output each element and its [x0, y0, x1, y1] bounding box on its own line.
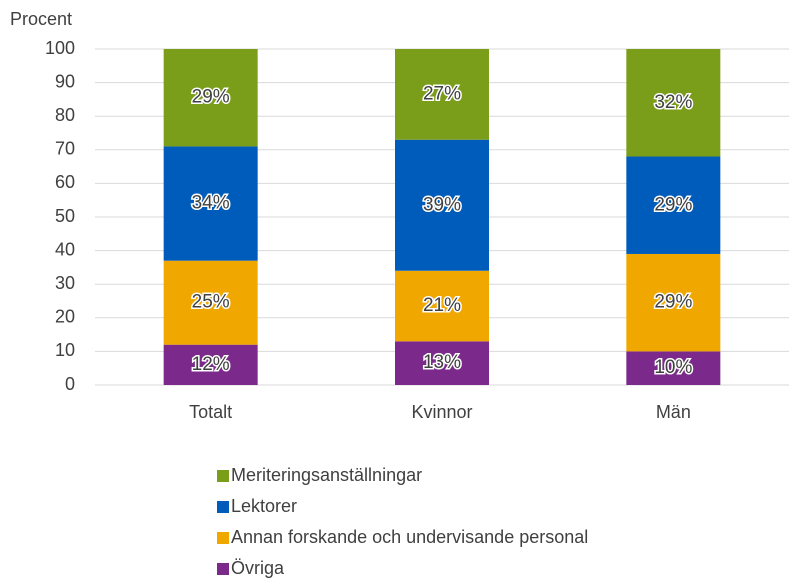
y-tick-label: 40 — [55, 239, 75, 259]
y-tick-label: 20 — [55, 307, 75, 327]
bar-segment — [626, 253, 721, 352]
data-label: 13% — [423, 352, 461, 373]
y-tick-label: 0 — [65, 374, 75, 394]
data-label: 29% — [654, 292, 692, 313]
y-tick-label: 10 — [55, 340, 75, 360]
y-tick-label: 50 — [55, 206, 75, 226]
data-label: 25% — [192, 292, 230, 313]
x-tick-label: Män — [656, 402, 691, 422]
y-tick-label: 30 — [55, 273, 75, 293]
bar-segment — [395, 270, 489, 342]
legend-swatch — [217, 501, 229, 513]
legend-swatch — [217, 532, 229, 544]
y-tick-label: 70 — [55, 139, 75, 159]
y-axis-label: Procent — [10, 9, 72, 29]
bar-segment — [395, 139, 489, 271]
bar-segment — [163, 260, 258, 345]
bar-segment — [626, 49, 721, 157]
legend-swatch — [217, 563, 229, 575]
data-label: 29% — [192, 87, 230, 108]
bar-segment — [395, 49, 489, 140]
bar-segment — [163, 146, 258, 261]
legend-label: Meriteringsanställningar — [231, 465, 422, 485]
data-label: 12% — [192, 354, 230, 375]
data-label: 21% — [423, 295, 461, 316]
data-label: 27% — [423, 83, 461, 104]
data-label: 39% — [423, 194, 461, 215]
bar-segment — [163, 344, 258, 385]
y-tick-label: 100 — [45, 38, 75, 58]
legend-label: Övriga — [231, 558, 285, 578]
bar-segment — [626, 351, 721, 385]
data-label: 29% — [654, 194, 692, 215]
y-tick-label: 90 — [55, 71, 75, 91]
bar-segment — [626, 156, 721, 254]
x-tick-label: Kvinnor — [411, 402, 472, 422]
y-tick-label: 80 — [55, 105, 75, 125]
legend-swatch — [217, 470, 229, 482]
legend-label: Annan forskande och undervisande persona… — [231, 527, 588, 547]
data-label: 10% — [654, 357, 692, 378]
bar-segment — [163, 49, 258, 147]
x-tick-label: Totalt — [189, 402, 232, 422]
bar-segment — [395, 341, 489, 385]
legend-label: Lektorer — [231, 496, 297, 516]
data-label: 34% — [192, 193, 230, 214]
y-tick-label: 60 — [55, 172, 75, 192]
data-label: 32% — [654, 92, 692, 113]
